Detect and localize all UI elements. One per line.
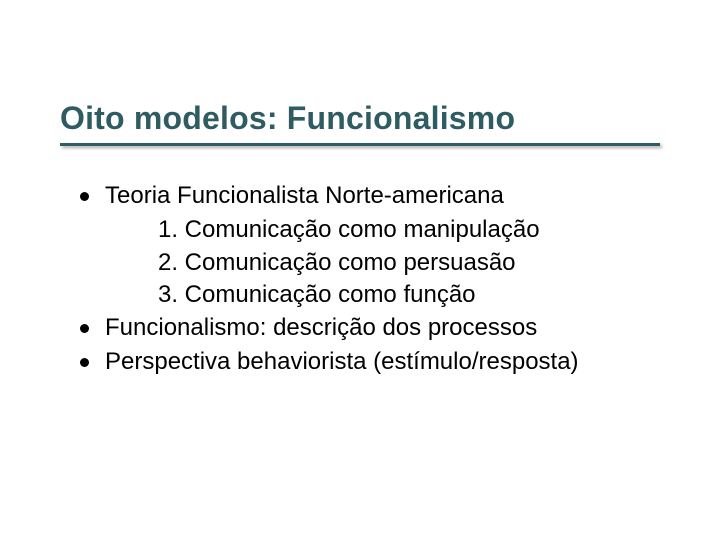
bullet-item: Perspectiva behaviorista (estímulo/respo… xyxy=(80,346,660,378)
bullet-dot-icon xyxy=(80,192,89,201)
bullet-item: Teoria Funcionalista Norte-americana xyxy=(80,180,660,212)
bullet-text: Teoria Funcionalista Norte-americana xyxy=(105,180,504,212)
sub-list: 1. Comunicação como manipulação 2. Comun… xyxy=(80,214,660,311)
slide: Oito modelos: Funcionalismo Teoria Funci… xyxy=(0,0,720,540)
bullet-dot-icon xyxy=(80,324,89,333)
slide-title: Oito modelos: Funcionalismo xyxy=(60,100,660,137)
sub-item: 1. Comunicação como manipulação xyxy=(158,214,660,246)
bullet-dot-icon xyxy=(80,358,89,367)
bullet-text: Perspectiva behaviorista (estímulo/respo… xyxy=(105,346,579,378)
slide-body: Teoria Funcionalista Norte-americana 1. … xyxy=(60,180,660,378)
bullet-text: Funcionalismo: descrição dos processos xyxy=(105,312,537,344)
sub-item: 3. Comunicação como função xyxy=(158,279,660,311)
sub-item: 2. Comunicação como persuasão xyxy=(158,247,660,279)
title-underline xyxy=(60,143,660,146)
bullet-item: Funcionalismo: descrição dos processos xyxy=(80,312,660,344)
